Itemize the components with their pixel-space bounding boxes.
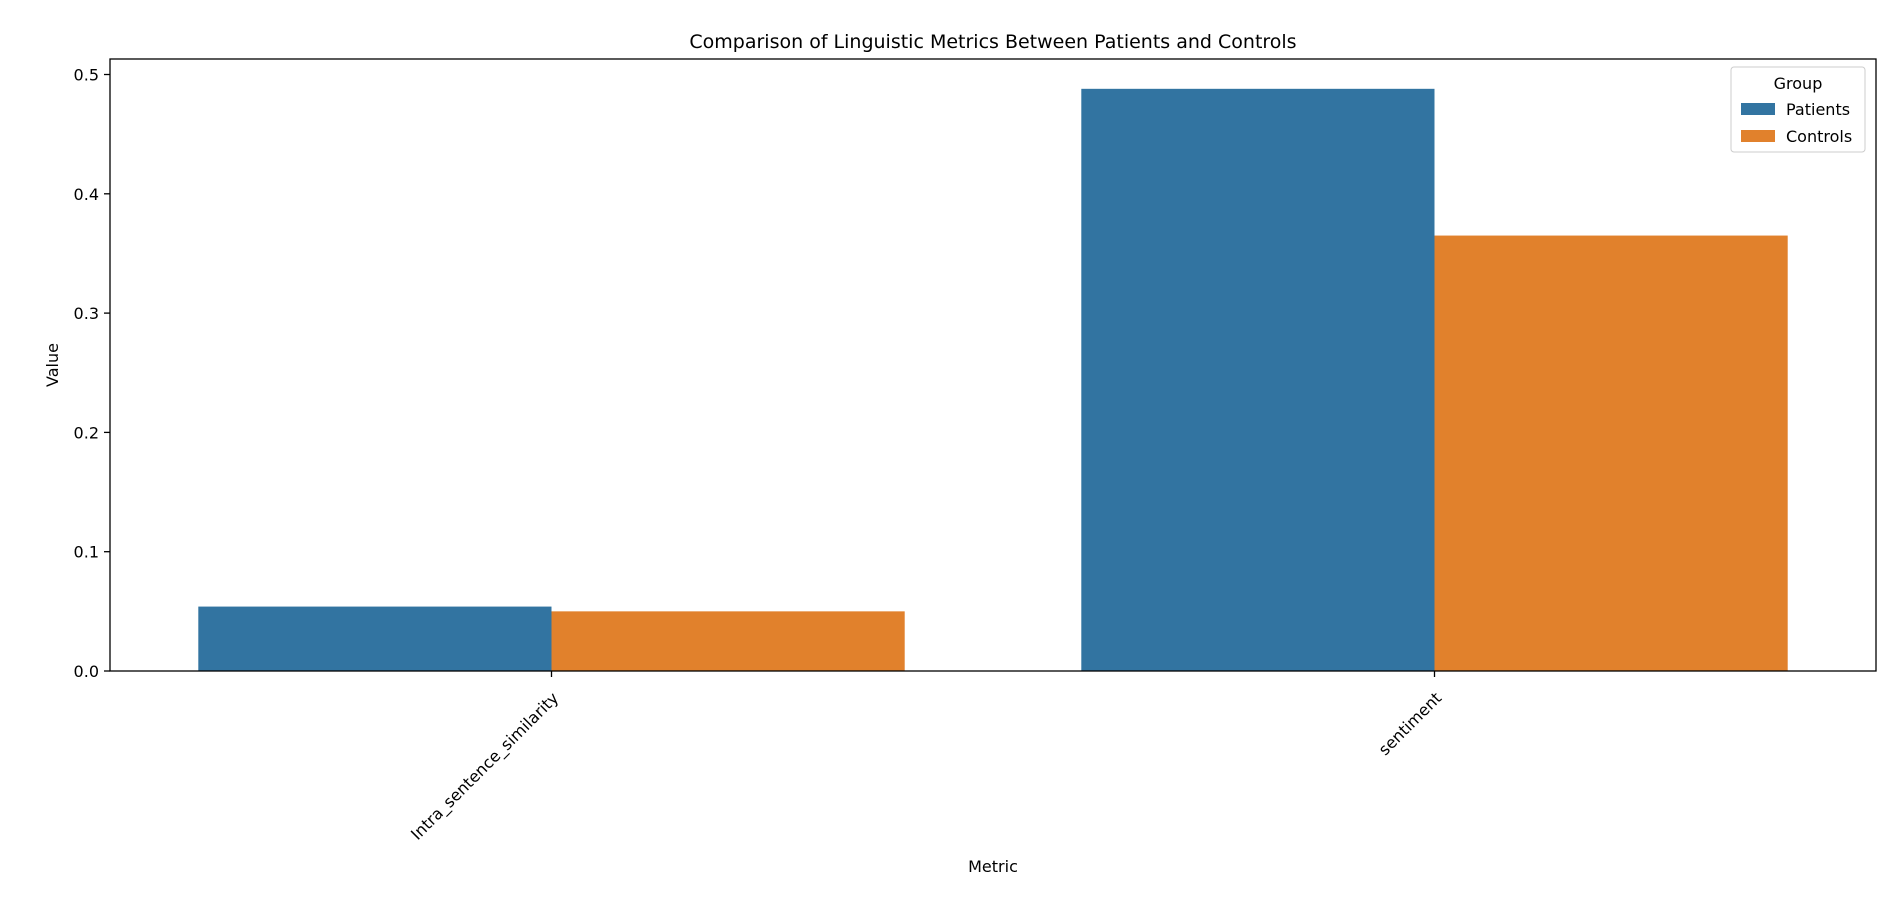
y-axis-label: Value (43, 343, 62, 387)
bar-patients-intra-sentence-similarity (198, 606, 552, 671)
x-axis: Intra_sentence_similarity sentiment (407, 671, 1445, 844)
y-tick-label: 0.3 (74, 304, 99, 323)
legend-title: Group (1774, 74, 1823, 93)
y-tick-label: 0.1 (74, 543, 99, 562)
bars-group (198, 88, 1788, 671)
chart-title: Comparison of Linguistic Metrics Between… (689, 31, 1296, 53)
legend-label-controls: Controls (1786, 127, 1852, 146)
x-axis-label: Metric (968, 857, 1018, 876)
bar-controls-sentiment (1434, 235, 1788, 671)
bar-controls-intra-sentence-similarity (551, 611, 905, 671)
y-tick-label: 0.5 (74, 66, 99, 85)
x-tick-label-intra-sentence-similarity: Intra_sentence_similarity (407, 688, 563, 844)
legend-label-patients: Patients (1786, 100, 1850, 119)
legend: Group Patients Controls (1730, 66, 1866, 153)
legend-swatch-controls (1741, 130, 1775, 142)
bar-patients-sentiment (1081, 88, 1435, 671)
x-tick-label-sentiment: sentiment (1375, 688, 1446, 759)
plot-frame (109, 58, 1877, 672)
y-tick-label: 0.4 (74, 185, 99, 204)
legend-swatch-patients (1741, 103, 1775, 115)
y-axis: 0.0 0.1 0.2 0.3 0.4 0.5 (74, 66, 110, 681)
legend-entries: Patients Controls (1741, 100, 1852, 146)
y-tick-label: 0.0 (74, 662, 99, 681)
y-tick-label: 0.2 (74, 423, 99, 442)
